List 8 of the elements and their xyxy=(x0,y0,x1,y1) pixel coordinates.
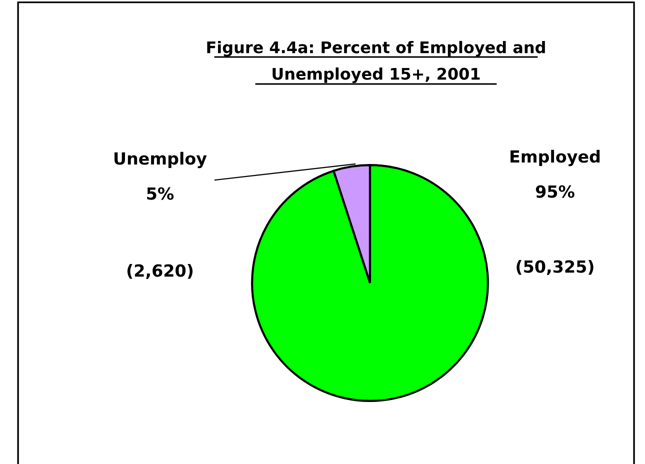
pie-slice xyxy=(251,164,489,402)
text: (2,620) xyxy=(127,264,193,279)
text: (50,325) xyxy=(516,260,594,275)
data-label: 95% xyxy=(536,185,574,198)
slice-label: Employed xyxy=(510,150,600,166)
data-label: 5% xyxy=(147,187,174,200)
chart-title: Figure 4.4a: Percent of Employed and Unemployed 15+, 2001 xyxy=(207,40,545,84)
slice-label: Unemploy xyxy=(114,152,207,168)
